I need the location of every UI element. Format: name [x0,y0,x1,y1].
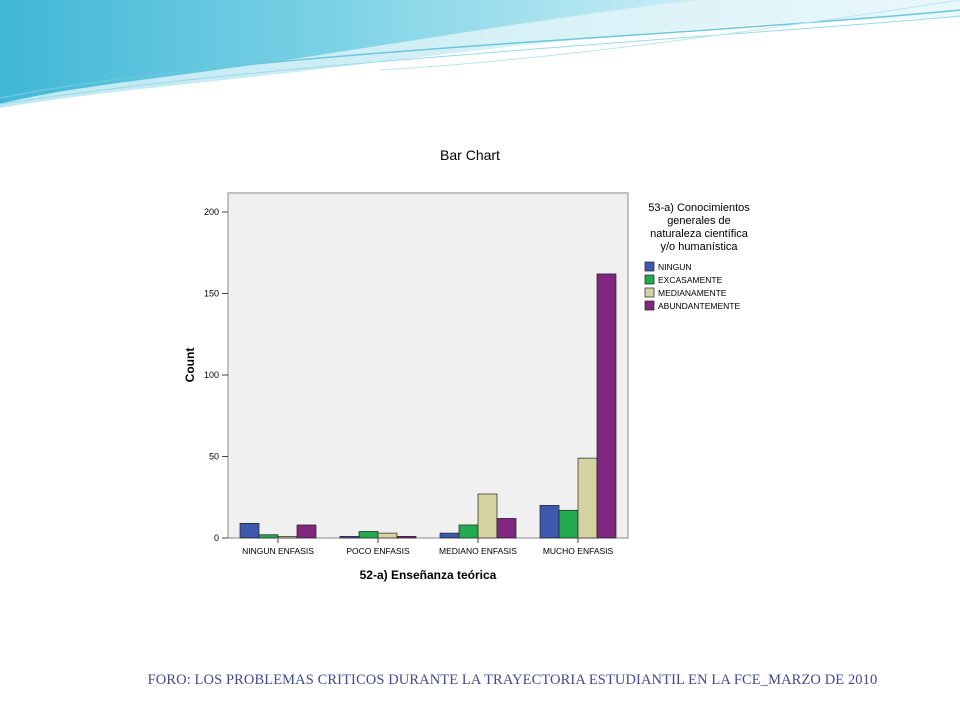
bar [277,536,298,539]
x-tick-label: MEDIANO ENFASIS [439,546,517,556]
legend-label: EXCASAMENTE [658,275,723,285]
bar [239,522,260,539]
bar [377,532,398,539]
bar [358,531,379,539]
bar [596,273,617,539]
y-axis: 0 50 100 150 200 [204,207,228,543]
y-tick-label: 50 [209,452,219,462]
y-axis-label: Count [183,348,197,383]
x-tick-label: NINGUN ENFASIS [242,546,314,556]
x-tick-label: POCO ENFASIS [346,546,410,556]
chart-panel: Bar Chart 0 50 100 150 200 NINGUN ENFASIS POC… [157,97,783,597]
x-tick-label: MUCHO ENFASIS [543,546,614,556]
y-tick-label: 100 [204,370,219,380]
y-tick-label: 150 [204,289,219,299]
bar [396,536,417,539]
decorative-banner [0,0,960,108]
legend-title-line: y/o humanística [660,241,738,253]
bar [558,509,579,539]
bar [496,518,517,539]
bar [539,505,560,539]
legend-swatch [644,274,655,285]
legend-swatch [644,300,655,311]
legend-title-line: naturaleza científica [650,228,749,240]
footer-text: FORO: LOS PROBLEMAS CRITICOS DURANTE LA … [147,672,878,688]
chart-title: Bar Chart [440,147,500,163]
bar [258,534,279,539]
legend-label: ABUNDANTEMENTE [658,301,741,311]
bar [439,532,460,539]
bar [458,524,479,539]
legend-label: MEDIANAMENTE [658,288,727,298]
bar [339,536,360,539]
legend-swatch [644,261,655,272]
bars [239,273,617,539]
x-axis-label: 52-a) Enseñanza teórica [360,568,497,582]
legend-swatch [644,287,655,298]
legend-title-line: 53-a) Conocimientos [648,202,750,214]
slide-footer: FORO: LOS PROBLEMAS CRITICOS DURANTE LA … [0,672,960,689]
legend-title-line: generales de [667,215,731,227]
bar [577,457,598,539]
x-axis: NINGUN ENFASIS POCO ENFASIS MEDIANO ENFASI… [242,538,614,556]
bar [477,493,498,539]
y-tick-label: 200 [204,207,219,217]
bar [296,524,317,539]
y-tick-label: 0 [214,533,219,543]
bar-chart: Bar Chart 0 50 100 150 200 NINGUN ENFASIS POC… [183,147,750,582]
plot-area [227,192,629,539]
legend-label: NINGUN [658,262,692,272]
